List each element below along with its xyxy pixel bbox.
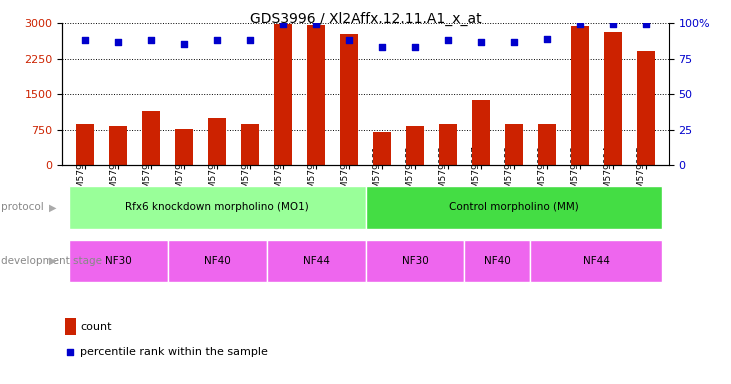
Bar <box>538 124 556 165</box>
Point <box>244 37 256 43</box>
Point <box>376 44 388 50</box>
Text: Rfx6 knockdown morpholino (MO1): Rfx6 knockdown morpholino (MO1) <box>125 202 309 212</box>
Text: development stage: development stage <box>1 256 102 266</box>
Point <box>574 22 586 28</box>
Point <box>409 44 421 50</box>
Point <box>113 38 124 45</box>
Bar <box>505 124 523 165</box>
Bar <box>531 240 662 282</box>
Text: Control morpholino (MM): Control morpholino (MM) <box>449 202 579 212</box>
Bar <box>366 240 464 282</box>
Point <box>64 349 76 355</box>
Bar <box>373 132 391 165</box>
Bar <box>406 126 424 165</box>
Point <box>277 22 289 28</box>
Point <box>607 22 618 28</box>
Text: NF40: NF40 <box>484 256 511 266</box>
Bar <box>439 124 457 165</box>
Bar <box>175 129 193 165</box>
Bar <box>167 240 267 282</box>
Text: ▶: ▶ <box>49 256 56 266</box>
Bar <box>571 26 589 165</box>
Point <box>211 37 223 43</box>
Bar <box>274 25 292 165</box>
Point <box>640 22 651 28</box>
Point <box>475 38 487 45</box>
Point <box>541 36 553 42</box>
Point <box>310 22 322 28</box>
Text: NF30: NF30 <box>105 256 132 266</box>
Bar <box>69 186 366 228</box>
Bar <box>267 240 366 282</box>
Bar <box>69 240 167 282</box>
Bar <box>366 186 662 228</box>
Bar <box>307 25 325 165</box>
Point <box>508 38 520 45</box>
Point <box>442 37 454 43</box>
Text: count: count <box>80 321 112 331</box>
Text: NF30: NF30 <box>401 256 428 266</box>
Point <box>178 41 190 48</box>
Text: ▶: ▶ <box>49 202 56 212</box>
Bar <box>76 124 94 165</box>
Text: percentile rank within the sample: percentile rank within the sample <box>80 347 268 357</box>
Bar <box>637 51 655 165</box>
Point <box>145 37 157 43</box>
Text: NF44: NF44 <box>583 256 610 266</box>
Bar <box>65 318 76 335</box>
Bar <box>464 240 531 282</box>
Bar <box>109 126 127 165</box>
Bar <box>471 100 490 165</box>
Text: protocol: protocol <box>1 202 44 212</box>
Point <box>343 37 355 43</box>
Bar <box>604 31 622 165</box>
Bar <box>142 111 160 165</box>
Bar <box>208 118 226 165</box>
Bar <box>241 124 260 165</box>
Text: NF40: NF40 <box>204 256 230 266</box>
Text: NF44: NF44 <box>303 256 330 266</box>
Point <box>80 37 91 43</box>
Text: GDS3996 / Xl2Affx.12.11.A1_x_at: GDS3996 / Xl2Affx.12.11.A1_x_at <box>250 12 481 26</box>
Bar <box>340 34 358 165</box>
